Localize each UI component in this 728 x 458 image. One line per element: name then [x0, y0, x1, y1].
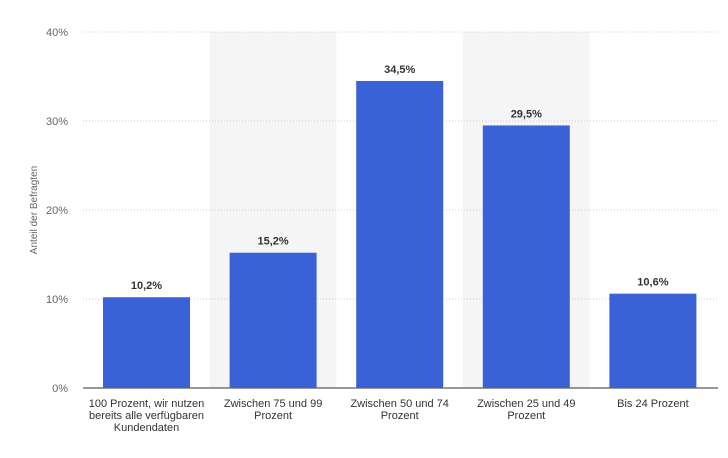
bar-value-label: 10,2% — [131, 280, 162, 292]
bar-value-labels: 10,2% 15,2% 34,5% 29,5% 10,6% — [131, 64, 669, 292]
bar-value-label: 10,6% — [637, 277, 668, 289]
bar — [356, 80, 444, 388]
y-tick-label: 30% — [46, 116, 68, 128]
bar — [103, 297, 190, 388]
bar-value-label: 15,2% — [257, 236, 288, 248]
y-axis-ticks: 0% 10% 20% 30% 40% — [46, 27, 68, 395]
y-tick-label: 0% — [52, 383, 68, 395]
x-tick-label: Zwischen 25 und 49 Prozent — [477, 398, 576, 422]
bar-value-label: 29,5% — [511, 108, 542, 120]
y-tick-label: 10% — [46, 294, 68, 306]
x-tick-label: Zwischen 75 und 99 Prozent — [223, 398, 323, 422]
bars — [103, 80, 697, 388]
x-tick-label: Bis 24 Prozent — [617, 398, 689, 410]
y-tick-label: 20% — [46, 205, 68, 217]
x-tick-label: 100 Prozent, wir nutzen bereits alle ver… — [88, 398, 205, 434]
y-axis-label: Anteil der Befragten — [29, 166, 40, 254]
bar-value-label: 34,5% — [384, 64, 415, 76]
x-tick-label: Zwischen 50 und 74 Prozent — [350, 398, 449, 422]
bar — [482, 125, 570, 388]
y-tick-label: 40% — [46, 27, 68, 39]
bar — [229, 252, 317, 388]
bar — [609, 293, 697, 388]
